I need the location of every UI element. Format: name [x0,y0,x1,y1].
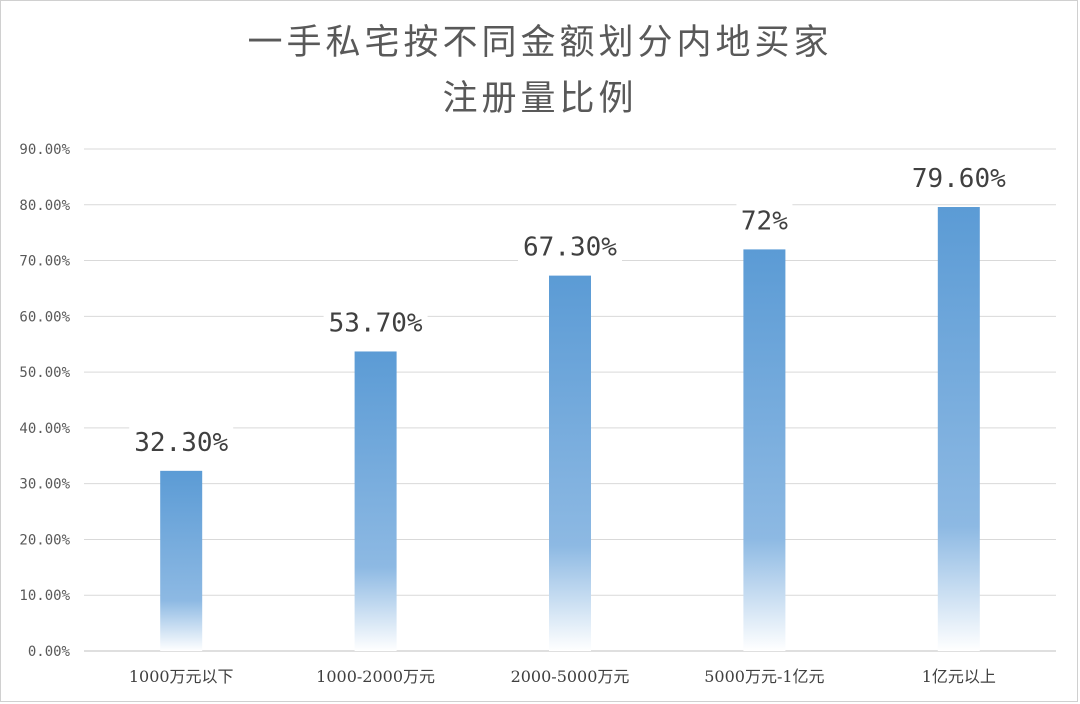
bar [937,207,980,651]
chart-title-line-2: 注册量比例 [442,79,638,119]
data-label-background [736,199,793,238]
y-tick-label: 0.00% [28,644,71,660]
data-label: 32.30% [134,428,228,458]
data-label-background [906,157,1011,196]
data-label-background [518,225,622,264]
y-tick-label: 60.00% [19,309,70,325]
data-label: 79.60% [912,164,1006,194]
x-category-label: 5000万元-1亿元 [704,667,824,686]
y-tick-label: 30.00% [19,477,70,493]
x-category-label: 1亿元以上 [922,667,996,686]
y-tick-label: 80.00% [19,198,70,214]
y-tick-label: 40.00% [19,421,70,437]
data-label-background [129,420,234,459]
y-tick-label: 50.00% [19,365,70,381]
x-category-label: 1000-2000万元 [316,667,435,686]
bar [549,275,591,651]
y-tick-label: 20.00% [19,532,70,548]
data-label-background [323,301,428,340]
data-label: 72% [741,206,788,236]
bar [743,249,786,651]
chart-title-line-1: 一手私宅按不同金额划分内地买家 [247,23,833,63]
bar [160,470,203,651]
data-label: 53.70% [329,308,423,338]
y-tick-label: 10.00% [19,588,70,604]
bar [354,351,397,651]
y-tick-label: 90.00% [19,142,70,158]
y-tick-label: 70.00% [19,254,70,270]
data-label: 67.30% [523,233,617,263]
x-category-label: 1000万元以下 [129,667,234,686]
x-category-label: 2000-5000万元 [511,667,630,686]
